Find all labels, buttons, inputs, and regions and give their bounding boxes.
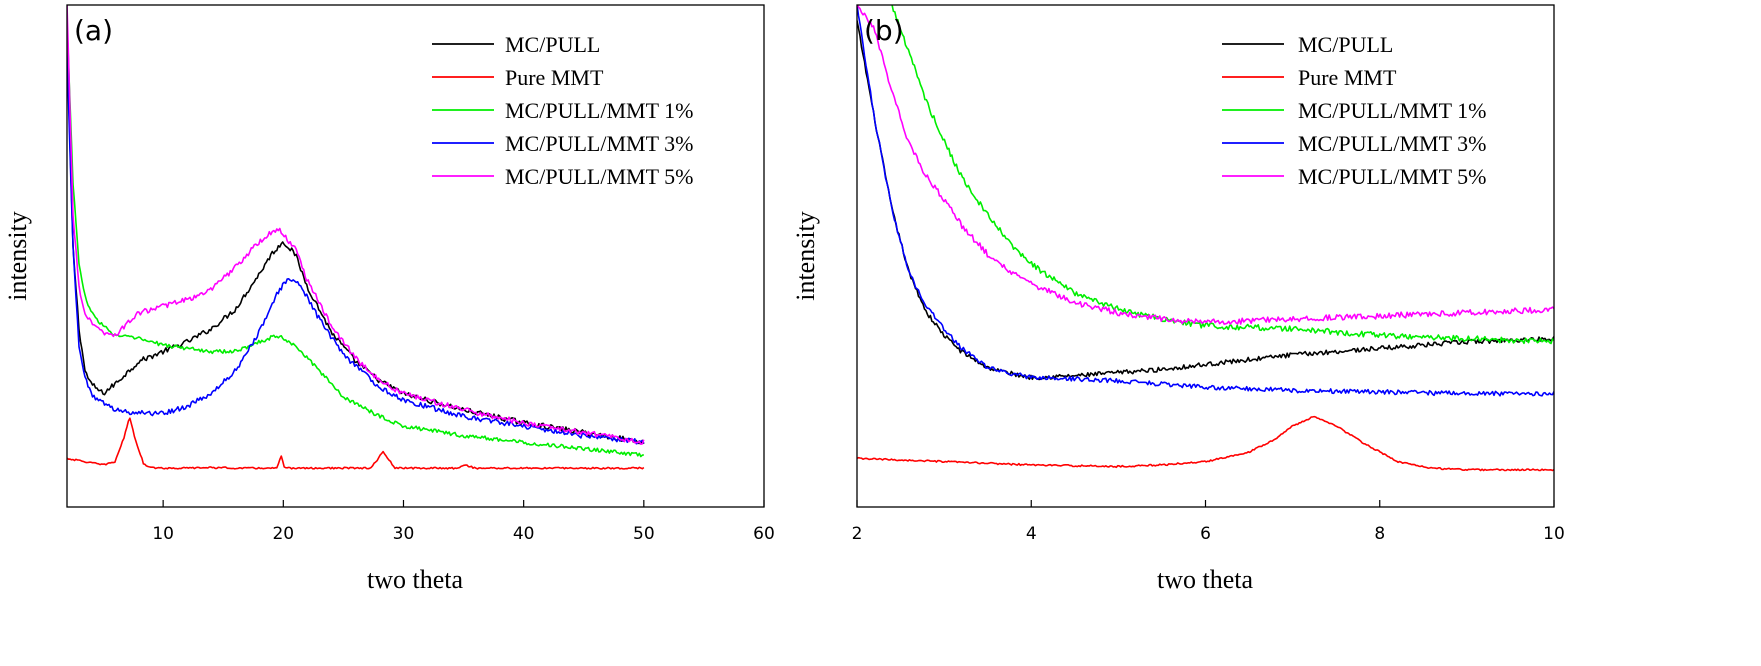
panel-a-legend: MC/PULL Pure MMT MC/PULL/MMT 1% MC/PULL/MMT… bbox=[432, 32, 693, 189]
series-line-pure-mmt bbox=[67, 417, 645, 470]
panel-b-series bbox=[857, 5, 1554, 472]
x-tick-label: 6 bbox=[1200, 524, 1211, 544]
panel-b-ylabel: intensity bbox=[791, 211, 820, 301]
series-line-mc-pull-mmt-3- bbox=[857, 5, 1554, 397]
x-tick-label: 60 bbox=[753, 524, 775, 544]
x-tick-label: 2 bbox=[852, 524, 863, 544]
legend-entry-label: MC/PULL/MMT 3% bbox=[505, 131, 693, 156]
series-line-mc-pull-mmt-5- bbox=[67, 5, 645, 446]
panel-a: 10 20 30 40 50 60 (a) two theta intensity MC/… bbox=[3, 4, 775, 594]
x-tick-label: 40 bbox=[513, 524, 535, 544]
panel-b-legend: MC/PULL Pure MMT MC/PULL/MMT 1% MC/PULL/MMT… bbox=[1222, 32, 1486, 189]
x-tick-label: 8 bbox=[1374, 524, 1385, 544]
legend-entry-label: MC/PULL/MMT 5% bbox=[1298, 164, 1486, 189]
x-tick-label: 10 bbox=[1543, 524, 1565, 544]
panel-b-xlabel: two theta bbox=[1157, 565, 1253, 594]
legend-entry-label: MC/PULL bbox=[505, 32, 600, 57]
panel-a-plot-area bbox=[66, 4, 765, 508]
panel-a-x-ticks: 10 20 30 40 50 60 bbox=[152, 500, 775, 544]
x-tick-label: 50 bbox=[633, 524, 655, 544]
series-line-mc-pull-mmt-1- bbox=[891, 5, 1554, 345]
panel-b-x-ticks: 2 4 6 8 10 bbox=[852, 500, 1565, 544]
series-line-pure-mmt bbox=[857, 415, 1554, 472]
legend-entry-label: Pure MMT bbox=[505, 65, 604, 90]
panel-a-ylabel: intensity bbox=[3, 211, 32, 301]
series-line-mc-pull-mmt-5- bbox=[857, 5, 1554, 325]
x-tick-label: 10 bbox=[152, 524, 174, 544]
panel-a-label: (a) bbox=[74, 14, 113, 47]
panel-b-label: (b) bbox=[864, 14, 904, 47]
panel-a-series bbox=[67, 5, 645, 470]
panel-b: 2 4 6 8 10 (b) two theta intensity MC/PULL Pu… bbox=[791, 4, 1565, 594]
legend-entry-label: Pure MMT bbox=[1298, 65, 1397, 90]
series-line-mc-pull bbox=[857, 20, 1554, 381]
x-tick-label: 30 bbox=[393, 524, 415, 544]
series-line-mc-pull bbox=[67, 36, 645, 445]
series-line-mc-pull-mmt-3- bbox=[67, 52, 645, 445]
x-tick-label: 4 bbox=[1026, 524, 1037, 544]
series-line-mc-pull-mmt-1- bbox=[67, 20, 645, 458]
panel-a-xlabel: two theta bbox=[367, 565, 463, 594]
x-tick-label: 20 bbox=[272, 524, 294, 544]
legend-entry-label: MC/PULL/MMT 5% bbox=[505, 164, 693, 189]
panel-b-plot-area bbox=[856, 4, 1555, 508]
legend-entry-label: MC/PULL bbox=[1298, 32, 1393, 57]
legend-entry-label: MC/PULL/MMT 1% bbox=[1298, 98, 1486, 123]
legend-entry-label: MC/PULL/MMT 1% bbox=[505, 98, 693, 123]
legend-entry-label: MC/PULL/MMT 3% bbox=[1298, 131, 1486, 156]
